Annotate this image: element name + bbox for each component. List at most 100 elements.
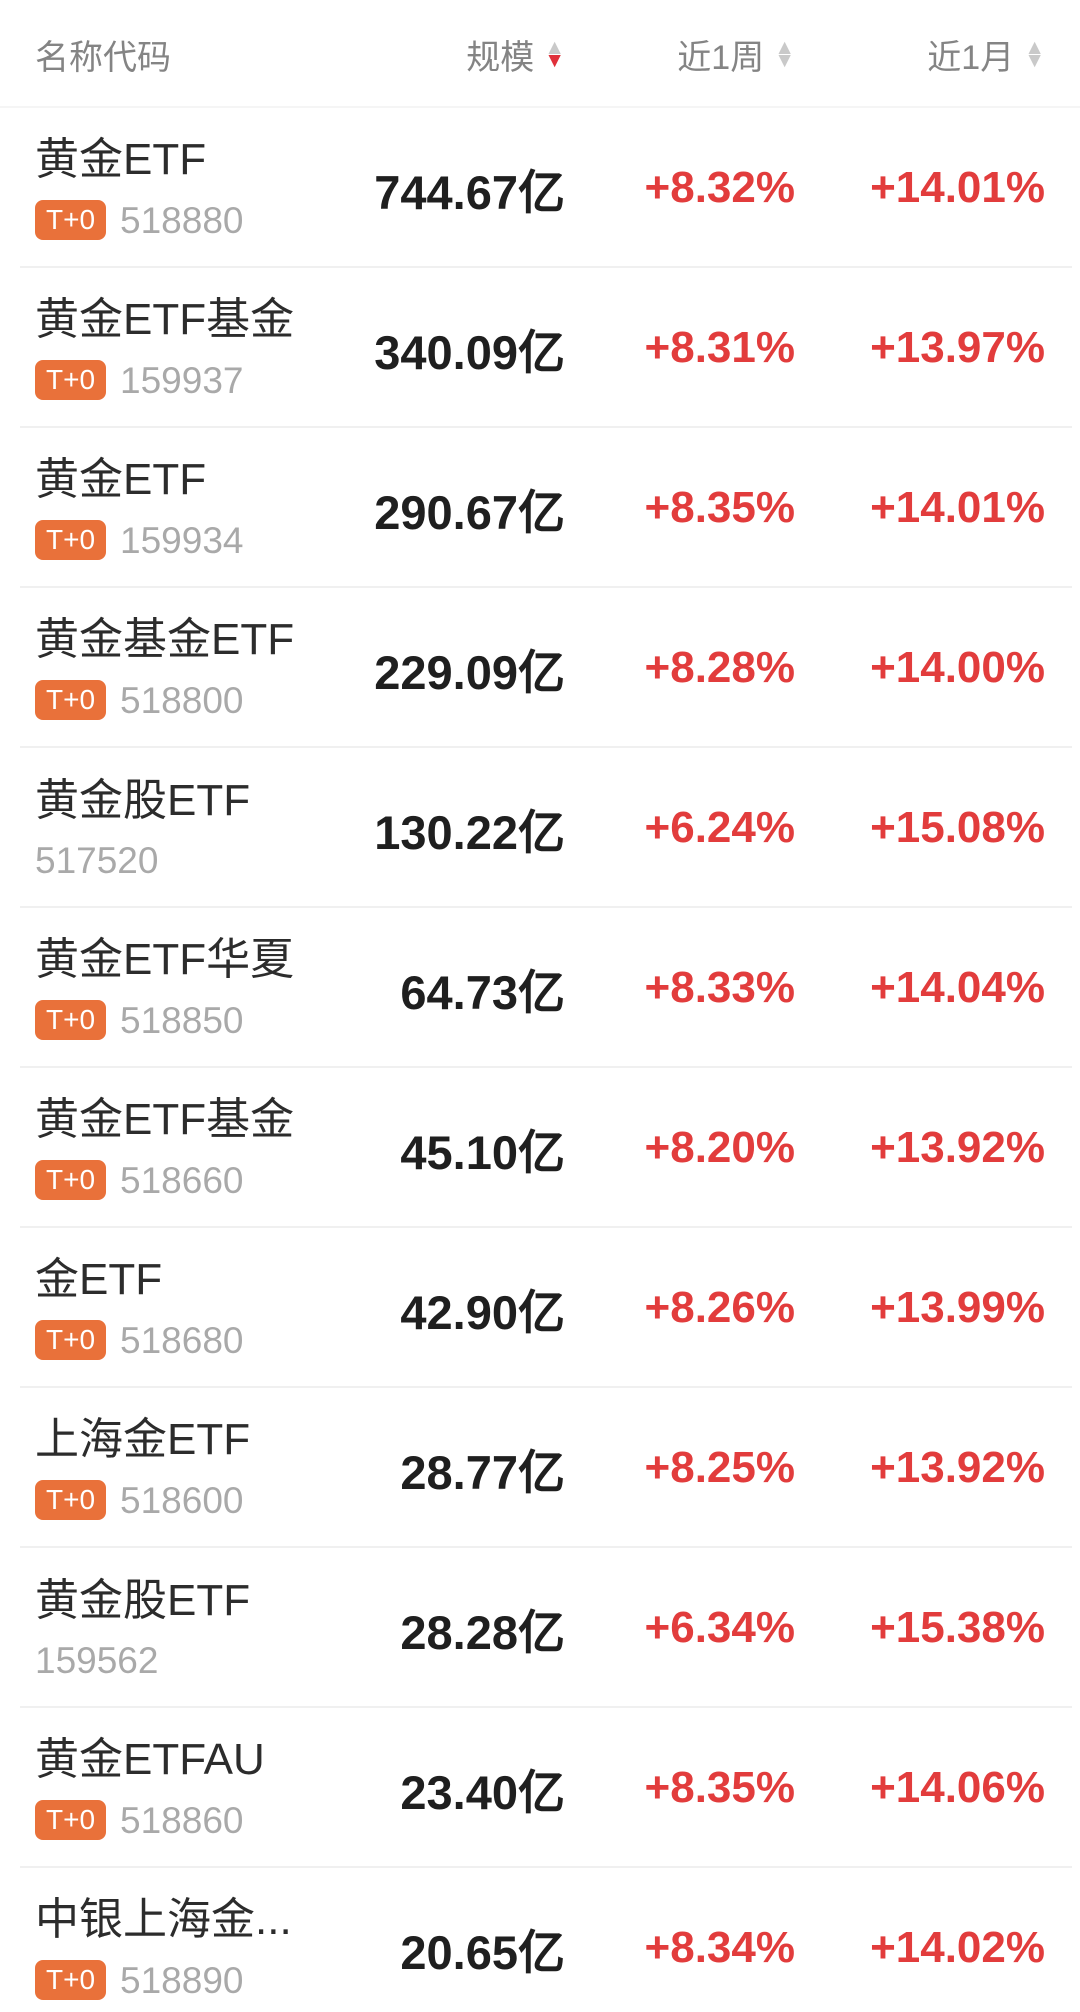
fund-scale: 130.22亿 [374,805,565,859]
fund-week-change: +8.33% [644,963,795,1012]
sort-asc-icon: ▲ [1024,35,1045,59]
fund-code-line: T+0 518890 [35,1960,315,2001]
fund-week-change: +8.25% [644,1443,795,1492]
fund-scale: 20.65亿 [400,1925,565,1979]
fund-name-cell: 黄金ETF基金 T+0 159937 [35,296,315,401]
sort-icons: ▲ ▼ [1024,35,1045,72]
t0-badge: T+0 [35,1320,107,1361]
fund-week-change: +8.32% [644,163,795,212]
t0-badge: T+0 [35,1800,107,1841]
fund-code: 518880 [120,199,244,241]
t0-badge: T+0 [35,1960,107,2001]
sort-desc-icon: ▼ [1024,49,1045,72]
fund-month-change: +14.01% [870,483,1045,532]
column-header-month_1[interactable]: 近1月 ▲ ▼ [795,30,1045,79]
column-header-week_1[interactable]: 近1周 ▲ ▼ [565,30,795,79]
t0-badge: T+0 [35,1160,107,1201]
fund-code: 518680 [120,1319,244,1361]
table-row[interactable]: 金ETF T+0 518680 42.90亿 +8.26% +13.99% [0,1228,1080,1388]
fund-scale: 28.28亿 [400,1605,565,1659]
fund-month-change: +14.01% [870,163,1045,212]
fund-name-cell: 黄金股ETF 159562 [35,1577,315,1678]
fund-name: 黄金ETF华夏 [35,935,295,984]
fund-month-change: +14.02% [870,1923,1045,1972]
fund-code-line: T+0 159937 [35,359,315,401]
t0-badge: T+0 [35,1480,107,1521]
fund-code-line: 517520 [35,842,315,879]
fund-code-line: T+0 518600 [35,1479,315,1521]
fund-code: 518860 [120,1799,244,1841]
table-row[interactable]: 中银上海金... T+0 518890 20.65亿 +8.34% +14.02… [0,1868,1080,2012]
sort-icons: ▲ ▼ [544,37,565,72]
fund-scale: 45.10亿 [400,1125,565,1179]
table-row[interactable]: 黄金ETF华夏 T+0 518850 64.73亿 +8.33% +14.04% [0,908,1080,1068]
fund-scale: 340.09亿 [374,325,565,379]
table-row[interactable]: 黄金股ETF 517520 130.22亿 +6.24% +15.08% [0,748,1080,908]
fund-scale: 28.77亿 [400,1445,565,1499]
fund-name-cell: 中银上海金... T+0 518890 [35,1896,315,2001]
sort-desc-icon: ▼ [544,49,565,72]
sort-asc-icon: ▲ [774,35,795,59]
fund-name: 黄金ETF基金 [35,295,295,344]
fund-week-change: +6.24% [644,803,795,852]
table-row[interactable]: 黄金ETF基金 T+0 159937 340.09亿 +8.31% +13.97… [0,268,1080,428]
fund-code-line: T+0 518850 [35,999,315,1041]
fund-code-line: T+0 518660 [35,1159,315,1201]
table-row[interactable]: 黄金股ETF 159562 28.28亿 +6.34% +15.38% [0,1548,1080,1708]
fund-name: 黄金ETF [35,135,207,184]
fund-month-change: +13.97% [870,323,1045,372]
fund-name-cell: 黄金ETF华夏 T+0 518850 [35,936,315,1041]
table-header: 名称代码 规模 ▲ ▼ 近1周 ▲ ▼ 近1月 ▲ ▼ [0,0,1080,108]
fund-name-cell: 黄金ETF T+0 159934 [35,456,315,561]
fund-month-change: +14.00% [870,643,1045,692]
fund-code-line: T+0 518880 [35,199,315,241]
fund-code-line: T+0 159934 [35,520,315,561]
column-header-label: 名称代码 [35,38,171,77]
fund-scale: 229.09亿 [374,645,565,699]
fund-code: 159937 [120,359,244,401]
table-row[interactable]: 上海金ETF T+0 518600 28.77亿 +8.25% +13.92% [0,1388,1080,1548]
table-body: 黄金ETF T+0 518880 744.67亿 +8.32% +14.01% … [0,108,1080,2012]
fund-name: 黄金ETFAU [35,1735,265,1784]
fund-name: 中银上海金... [35,1895,292,1944]
fund-scale: 23.40亿 [400,1765,565,1819]
fund-name-cell: 黄金基金ETF T+0 518800 [35,616,315,721]
column-header-name_code: 名称代码 [35,30,315,79]
fund-week-change: +8.20% [644,1123,795,1172]
fund-month-change: +13.92% [870,1443,1045,1492]
fund-name-cell: 黄金ETF基金 T+0 518660 [35,1096,315,1201]
t0-badge: T+0 [35,360,107,401]
fund-week-change: +8.26% [644,1283,795,1332]
fund-code: 518850 [120,999,244,1041]
fund-name: 上海金ETF [35,1415,251,1464]
fund-code: 159562 [35,1639,159,1681]
table-row[interactable]: 黄金ETF基金 T+0 518660 45.10亿 +8.20% +13.92% [0,1068,1080,1228]
fund-code: 518660 [120,1159,244,1201]
fund-month-change: +14.06% [870,1763,1045,1812]
fund-scale: 42.90亿 [400,1285,565,1339]
fund-month-change: +15.08% [870,803,1045,852]
column-header-scale[interactable]: 规模 ▲ ▼ [315,30,565,79]
fund-name-cell: 上海金ETF T+0 518600 [35,1416,315,1521]
fund-code-line: T+0 518680 [35,1319,315,1361]
table-row[interactable]: 黄金ETFAU T+0 518860 23.40亿 +8.35% +14.06% [0,1708,1080,1868]
fund-name-cell: 黄金ETFAU T+0 518860 [35,1736,315,1841]
column-header-label: 近1周 [677,38,765,77]
fund-code: 518600 [120,1479,244,1521]
t0-badge: T+0 [35,680,107,721]
fund-month-change: +15.38% [870,1603,1045,1652]
table-row[interactable]: 黄金ETF T+0 159934 290.67亿 +8.35% +14.01% [0,428,1080,588]
column-header-label: 规模 [466,38,535,77]
fund-code: 517520 [35,839,159,881]
fund-name: 黄金基金ETF [35,615,295,664]
table-row[interactable]: 黄金基金ETF T+0 518800 229.09亿 +8.28% +14.00… [0,588,1080,748]
fund-month-change: +14.04% [870,963,1045,1012]
fund-name: 金ETF [35,1255,163,1304]
fund-scale: 744.67亿 [374,165,565,219]
fund-name-cell: 黄金ETF T+0 518880 [35,136,315,241]
table-row[interactable]: 黄金ETF T+0 518880 744.67亿 +8.32% +14.01% [0,108,1080,268]
fund-name: 黄金ETF基金 [35,1095,295,1144]
sort-desc-icon: ▼ [774,49,795,72]
fund-code-line: 159562 [35,1642,315,1679]
